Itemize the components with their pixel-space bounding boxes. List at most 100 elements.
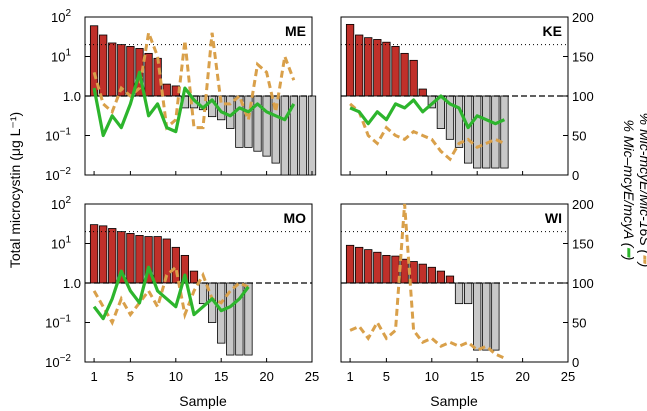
y2-tick-label: 0 <box>572 168 579 183</box>
y2-axis-title-1-key: ━ <box>621 247 637 258</box>
y2-axis-title-1-text: % Mic–mcyE/mcyA ( <box>621 120 637 249</box>
x-tick-label: 1 <box>90 369 97 384</box>
bar-mo-2 <box>99 225 108 284</box>
bar-wi-10 <box>427 266 436 284</box>
bar-ke-6 <box>391 46 400 97</box>
y-tick-exp: −1 <box>60 314 72 325</box>
bar-me-3 <box>108 42 117 97</box>
bar-wi-13 <box>454 282 464 305</box>
y-tick-label: 1.0 <box>63 89 81 104</box>
panel-ke: KE <box>340 16 569 176</box>
bar-ke-16 <box>482 95 491 169</box>
x-tick-label: 10 <box>425 369 439 384</box>
y-tick-base: 10 <box>45 355 59 370</box>
y-tick-exp: 1 <box>65 235 71 246</box>
y2-axis-title-2-text: % Mic-mcyE/Mic-16S ( <box>637 113 647 256</box>
bar-me-24 <box>298 95 308 176</box>
x-tick-label: 5 <box>127 369 134 384</box>
bar-wi-12 <box>445 275 455 284</box>
y2-axis-title-1: % Mic–mcyE/mcyA (━) <box>621 120 637 261</box>
x-tick-label: 15 <box>214 369 228 384</box>
bar-ke-11 <box>436 95 446 129</box>
bar-mo-5 <box>126 233 135 284</box>
x-tick-label: 20 <box>515 369 529 384</box>
y2-tick-label: 150 <box>572 237 594 252</box>
y-tick-base: 10 <box>45 129 59 144</box>
y2-tick-label: 50 <box>572 129 586 144</box>
y-tick-label: 102 <box>51 8 71 25</box>
y-tick-exp: −1 <box>60 127 72 138</box>
panels-layer: ME KE MO WI <box>84 16 569 363</box>
y-tick-label: 101 <box>51 235 71 252</box>
y2-tick-label: 100 <box>572 276 594 291</box>
bar-mo-3 <box>108 228 117 284</box>
y2-tick-label: 150 <box>572 50 594 65</box>
bar-wi-16 <box>482 282 491 351</box>
bar-mo-1 <box>89 224 99 284</box>
x-tick-label: 25 <box>561 369 575 384</box>
y2-axis-title-2: % Mic-mcyE/Mic-16S (╍) <box>637 113 647 268</box>
bar-wi-15 <box>473 282 482 351</box>
bar-ke-9 <box>418 88 427 97</box>
y2-axis-title-1-close: ) <box>621 254 637 261</box>
y-tick-exp: 1 <box>65 48 71 59</box>
bar-wi-4 <box>373 251 382 284</box>
bar-mo-12 <box>189 270 199 284</box>
panel-label-wi: WI <box>545 210 562 226</box>
bar-wi-1 <box>345 244 355 284</box>
y-tick-label: 10−2 <box>45 166 71 183</box>
series-mcye-16s-ke <box>349 102 506 162</box>
y-tick-base: 10 <box>51 237 65 252</box>
bar-wi-5 <box>382 254 391 284</box>
x-axis-title-left: Sample <box>179 393 227 409</box>
y-tick-base: 10 <box>45 316 59 331</box>
series-mcye-16s-wi <box>349 203 506 360</box>
bar-me-9 <box>162 83 171 97</box>
y-tick-base: 10 <box>51 50 65 65</box>
y-tick-base: 10 <box>45 168 59 183</box>
series-mcye-16s-me <box>92 27 296 131</box>
bar-ke-5 <box>382 41 391 97</box>
bar-ke-17 <box>491 95 500 169</box>
y-axis-title-left: Total microcystin (μg L⁻¹) <box>7 112 23 268</box>
panel-label-me: ME <box>285 23 306 39</box>
y-tick-base: 10 <box>51 10 65 25</box>
bar-ke-15 <box>473 95 482 169</box>
panel-me: ME <box>84 16 317 176</box>
bar-mo-8 <box>153 236 162 284</box>
bar-wi-14 <box>463 282 473 305</box>
bar-ke-8 <box>409 59 418 97</box>
y-tick-label: 101 <box>51 48 71 65</box>
bar-wi-11 <box>436 270 446 284</box>
bar-wi-2 <box>355 246 364 284</box>
series-mcye-mcya-ke <box>349 94 506 130</box>
bar-mo-10 <box>171 246 180 284</box>
bar-me-7 <box>144 52 153 97</box>
panel-label-ke: KE <box>543 23 562 39</box>
y-tick-label: 1.0 <box>63 276 81 291</box>
bar-ke-7 <box>400 52 409 97</box>
y-tick-base: 10 <box>51 197 65 212</box>
bar-wi-9 <box>418 263 427 284</box>
y-tick-exp: 2 <box>65 8 71 19</box>
y2-tick-label: 100 <box>572 89 594 104</box>
y2-axis-title-2-key: ╍ <box>637 254 647 264</box>
x-tick-label: 1 <box>346 369 353 384</box>
bar-ke-18 <box>500 95 509 169</box>
bar-mo-18 <box>244 282 253 356</box>
y-tick-exp: 2 <box>65 195 71 206</box>
x-axis-title-right: Sample <box>430 393 478 409</box>
bar-ke-14 <box>463 95 473 164</box>
x-tick-label: 25 <box>305 369 319 384</box>
bar-mo-6 <box>135 235 144 284</box>
bar-me-8 <box>153 57 162 97</box>
y-tick-label: 10−2 <box>45 353 71 370</box>
y-tick-exp: −2 <box>60 166 72 177</box>
bar-mo-15 <box>217 282 226 344</box>
y-tick-label: 10−1 <box>45 314 71 331</box>
bar-ke-4 <box>373 39 382 97</box>
x-tick-label: 20 <box>259 369 273 384</box>
panel-label-mo: MO <box>283 210 306 226</box>
bar-wi-7 <box>400 258 409 284</box>
